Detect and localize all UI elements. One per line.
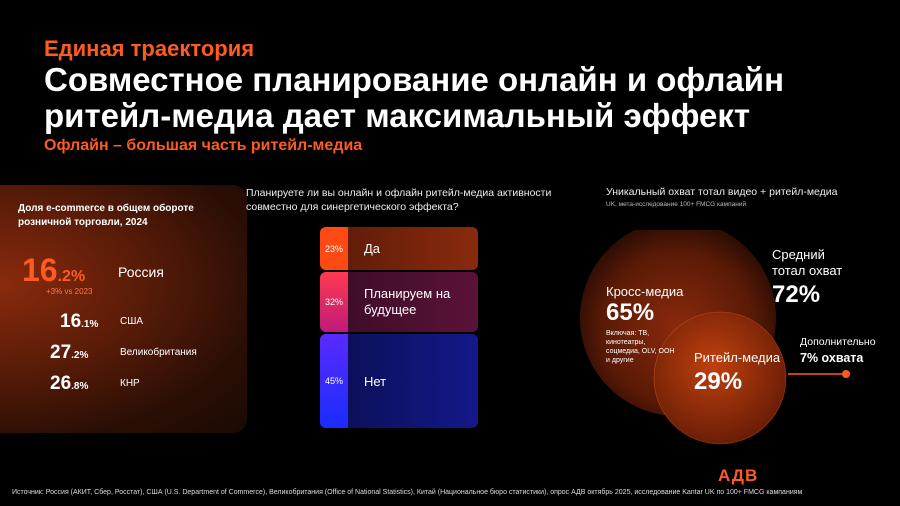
ecom-main-note: +3% vs 2023 xyxy=(46,287,93,296)
survey-answer-future: 32% Планируем на будущее xyxy=(320,272,478,332)
footer-source: Источник: Россия (АКИТ, Сбер, Росстат), … xyxy=(12,489,803,496)
survey-question: Планируете ли вы онлайн и офлайн ритейл-… xyxy=(246,187,552,213)
ecom-row-value: 27.2% xyxy=(50,342,88,364)
kicker: Единая траектория xyxy=(44,36,255,61)
ecom-main-pct: % xyxy=(70,268,86,285)
retail-media-value: 29% xyxy=(694,368,743,395)
ecom-row-dec: .2 xyxy=(71,350,80,361)
survey-answer-pct: 45% xyxy=(320,334,348,428)
reach-title: Уникальный охват тотал видео + ритейл-ме… xyxy=(606,186,838,198)
ecom-row-pct: % xyxy=(89,319,99,330)
ecom-card xyxy=(0,185,247,433)
retail-media-circle xyxy=(653,311,787,445)
page-title: Совместное планирование онлайн и офлайн … xyxy=(44,61,785,134)
page-subtitle: Офлайн – большая часть ритейл-медиа xyxy=(44,137,363,154)
ecom-row-int: 27 xyxy=(50,342,72,363)
ecom-row-value: 16.1% xyxy=(60,311,98,333)
ecom-row-dec: .8 xyxy=(71,381,80,392)
survey-answer-label: Да xyxy=(364,241,381,256)
reach-venn xyxy=(580,230,850,445)
ecom-main-dec: .2 xyxy=(57,268,71,285)
survey-answer-label: Планируем на будущее xyxy=(364,286,451,317)
retail-media-label: Ритейл-медиа xyxy=(694,350,781,365)
ecom-row-pct: % xyxy=(79,350,89,361)
avg-reach-label: Средний тотал охват xyxy=(772,247,843,278)
survey-answer-label: Нет xyxy=(364,374,387,389)
ecom-row-dec: .1 xyxy=(81,319,90,330)
cross-media-value: 65% xyxy=(606,299,655,326)
ecom-row-pct: % xyxy=(79,381,89,392)
ecom-main-country: Россия xyxy=(118,264,164,280)
survey-answer-pct: 23% xyxy=(320,227,348,270)
reach-source: UK, мета-исследование 100+ FMCG кампаний xyxy=(606,201,747,208)
cross-media-label: Кросс-медиа xyxy=(606,284,684,299)
extra-reach-value: 7% охвата xyxy=(800,351,864,365)
survey-answer-no: 45% Нет xyxy=(320,334,478,428)
avg-reach-value: 72% xyxy=(772,281,821,308)
ecom-row-country: США xyxy=(120,316,144,327)
ecom-row-country: Великобритания xyxy=(120,347,197,358)
extra-reach-label: Дополнительно xyxy=(800,336,876,348)
ecom-row-country: КНР xyxy=(120,378,140,389)
ecom-card-title: Доля e-commerce в общем обороте рознично… xyxy=(18,203,194,228)
cross-media-note: Включая: ТВ, кинотеатры, соцмедиа, OLV, … xyxy=(606,330,675,364)
ecom-row-value: 26.8% xyxy=(50,373,88,395)
ecom-row-int: 16 xyxy=(60,311,82,332)
survey-answer-yes: 23% Да xyxy=(320,227,478,270)
ecom-row-int: 26 xyxy=(50,373,72,394)
extra-dot xyxy=(842,370,850,378)
brand-logo: АДВ xyxy=(718,466,759,485)
ecom-main-value: 16.2% xyxy=(22,252,85,289)
ecom-main-int: 16 xyxy=(22,252,58,288)
survey-answer-pct: 32% xyxy=(320,272,348,332)
